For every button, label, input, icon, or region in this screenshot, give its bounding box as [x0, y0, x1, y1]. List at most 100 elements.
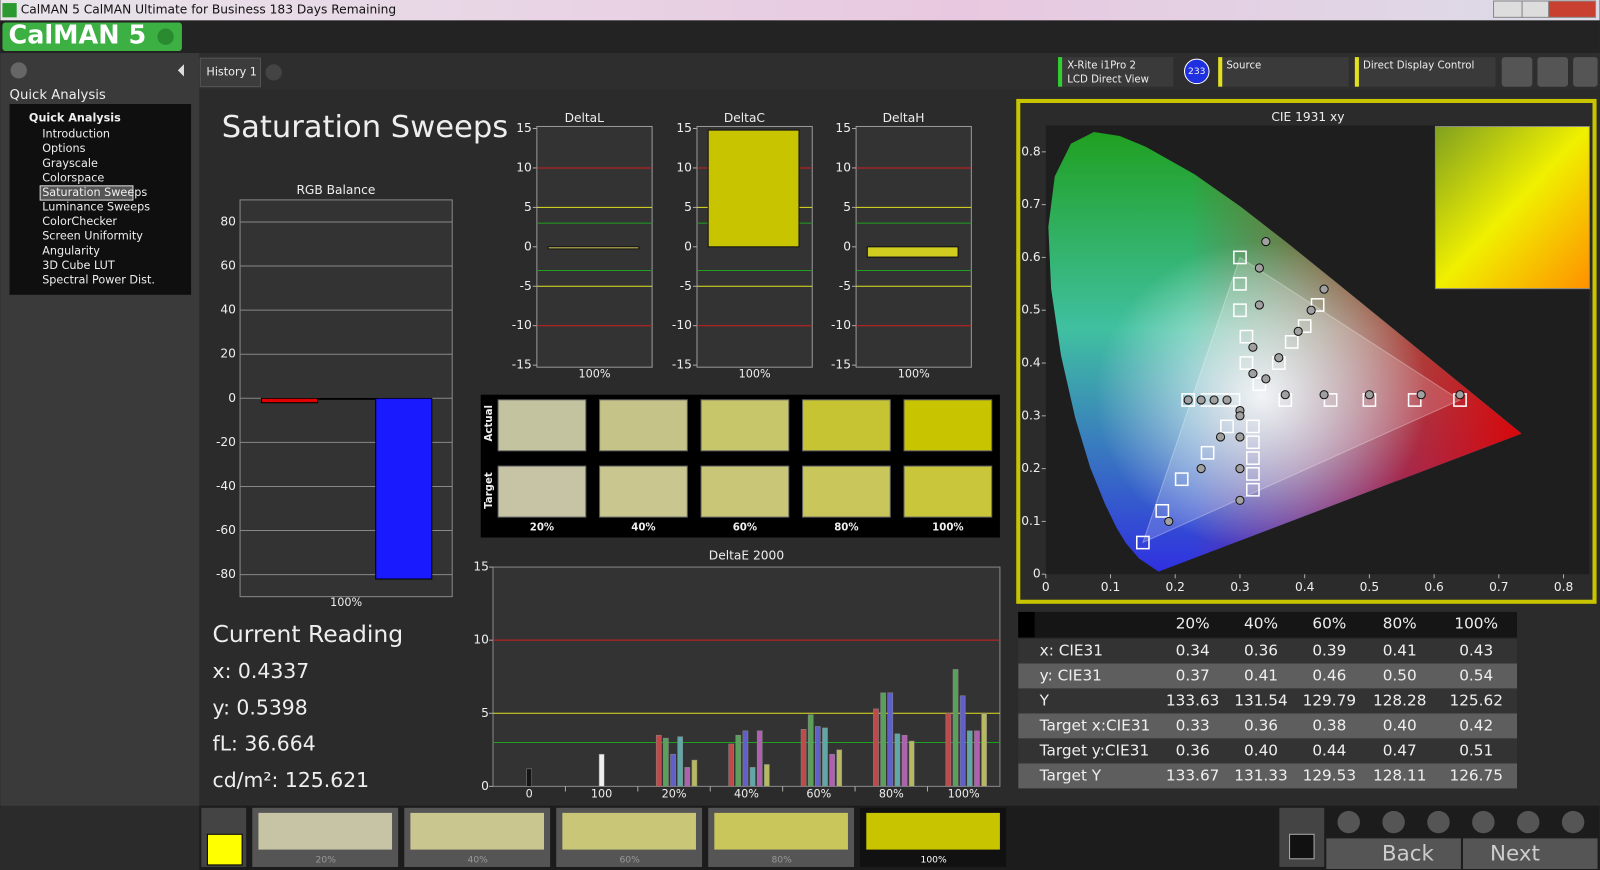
sidebar-pin[interactable]	[10, 62, 27, 79]
window-controls[interactable]	[1493, 0, 1597, 18]
panel-toggle[interactable]	[1573, 57, 1598, 87]
table-row	[1018, 638, 1518, 664]
meter-box[interactable]	[1058, 57, 1174, 87]
deltae-bar	[728, 743, 734, 787]
tab[interactable]	[199, 57, 261, 88]
column-header: 100%	[1454, 615, 1498, 633]
table-cell: 0.40	[1383, 717, 1417, 735]
target-point	[1155, 503, 1170, 518]
tree-item[interactable]: 3D Cube LUT	[42, 259, 115, 272]
table-cell: 133.67	[1166, 767, 1219, 785]
x-tick-label: 100%	[898, 367, 930, 380]
target-point	[1239, 329, 1254, 344]
deltae-bar	[829, 753, 835, 787]
y-tick-label: -15	[831, 358, 851, 372]
tree-item[interactable]: Colorspace	[42, 171, 104, 184]
y-tick-label: -10	[672, 318, 692, 332]
tree-item[interactable]: Screen Uniformity	[42, 230, 143, 243]
page-title: Saturation Sweeps	[222, 110, 509, 145]
actual-point	[1235, 464, 1245, 474]
table-cell: 0.43	[1459, 642, 1493, 660]
maximize-button[interactable]	[1521, 0, 1550, 18]
sidebar-collapse[interactable]	[177, 64, 184, 77]
transport-stop[interactable]	[1337, 810, 1360, 834]
target-swatch	[903, 465, 993, 518]
transport-play[interactable]	[1382, 810, 1405, 834]
deltae-bar	[684, 767, 691, 787]
table-row	[1018, 663, 1518, 689]
target-point	[1246, 482, 1260, 497]
transport-refresh[interactable]	[1517, 810, 1540, 834]
actual-point	[1455, 390, 1465, 400]
sidebar-heading: Quick Analysis	[10, 88, 106, 103]
y-tick-label: -80	[216, 567, 236, 581]
next-button[interactable]	[1462, 838, 1598, 869]
tree-item[interactable]: Saturation Sweeps	[42, 186, 147, 199]
target-point	[1233, 250, 1247, 265]
close-button[interactable]	[1548, 0, 1597, 18]
target-point	[1246, 451, 1260, 465]
y-tick-label: 10	[473, 633, 489, 647]
tree-item[interactable]: Spectral Power Dist.	[42, 273, 155, 286]
reading-line: fL: 36.664	[213, 732, 316, 756]
x-tick-label: 0.4	[1295, 580, 1315, 594]
y-tick-label: -60	[216, 523, 236, 537]
row-label: Target x:CIE31	[1039, 717, 1151, 735]
logo-button[interactable]	[2, 22, 182, 51]
logo-dropdown[interactable]	[157, 28, 174, 45]
settings-button[interactable]	[1501, 57, 1533, 87]
actual-point	[1306, 305, 1316, 315]
meter-badge-circle[interactable]	[1184, 58, 1210, 85]
table-cell: 0.36	[1176, 742, 1210, 760]
current-color	[206, 833, 243, 866]
tree-root[interactable]: Quick Analysis	[29, 111, 121, 124]
source-box[interactable]	[1218, 57, 1349, 87]
table-cell: 0.39	[1312, 642, 1346, 660]
row-label: y: CIE31	[1040, 667, 1102, 685]
y-tick-label: 60	[220, 259, 236, 273]
add-tab[interactable]	[265, 64, 282, 81]
reading-line: y: 0.5398	[213, 695, 308, 719]
source-label: Source	[1226, 60, 1261, 71]
reading-line: cd/m²: 125.621	[213, 768, 370, 792]
tree-item[interactable]: Angularity	[42, 244, 100, 257]
deltae-bar	[887, 692, 894, 787]
display-box[interactable]	[1354, 57, 1496, 87]
help-button[interactable]	[1537, 57, 1569, 87]
actual-point	[1235, 495, 1245, 505]
transport-buttons	[1337, 810, 1585, 834]
tree-item[interactable]: Luminance Sweeps	[42, 201, 150, 214]
y-tick-label: 0.8	[1021, 144, 1040, 158]
transport-check[interactable]	[1561, 810, 1585, 834]
actual-point	[1416, 390, 1426, 400]
x-tick-label: 0.5	[1360, 580, 1379, 594]
y-tick-label: -15	[512, 358, 532, 372]
tree-item[interactable]: Introduction	[42, 128, 110, 141]
row-label: Target Y	[1039, 767, 1102, 785]
y-tick-label: 20	[220, 347, 236, 361]
tree-item[interactable]: ColorChecker	[42, 215, 117, 228]
transport-step[interactable]	[1427, 810, 1450, 834]
target-point	[1220, 419, 1234, 434]
back-button[interactable]	[1326, 838, 1461, 869]
deltae-bar	[598, 753, 605, 787]
minimize-button[interactable]	[1493, 0, 1523, 18]
rgb-bar	[260, 397, 319, 404]
tree-item[interactable]: Grayscale	[42, 157, 98, 170]
tree-item[interactable]: Options	[42, 142, 85, 155]
swatch-color	[258, 812, 393, 850]
y-tick-label: 0.5	[1021, 303, 1040, 317]
column-header: 20%	[1176, 615, 1210, 633]
actual-point	[1183, 395, 1193, 405]
y-tick-label: 15	[835, 121, 851, 135]
x-tick-label: 60%	[806, 788, 831, 801]
deltae-bar	[952, 669, 959, 787]
transport-loop[interactable]	[1472, 810, 1495, 834]
y-tick-label: 0	[843, 239, 851, 253]
actual-swatch	[802, 399, 891, 452]
deltae-bar	[894, 733, 901, 787]
actual-point	[1274, 353, 1284, 363]
row-label: Target	[484, 472, 495, 509]
actual-point	[1248, 342, 1258, 352]
deltae-title: DeltaE 2000	[709, 548, 784, 562]
